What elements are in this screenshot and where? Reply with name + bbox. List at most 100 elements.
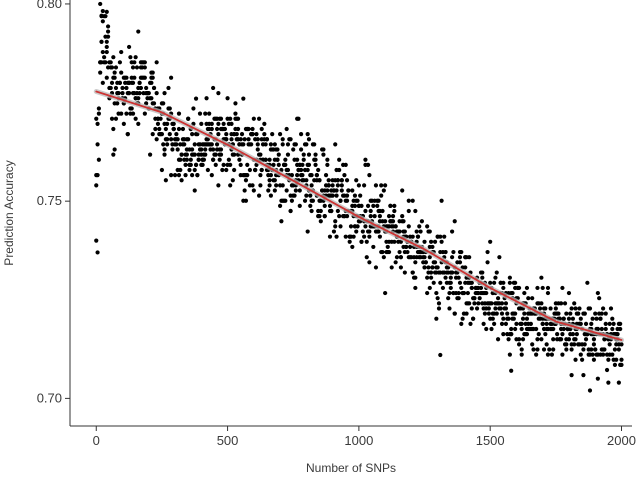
data-point — [306, 162, 312, 167]
data-point — [144, 85, 149, 91]
data-point — [314, 173, 319, 178]
data-point — [386, 214, 392, 219]
data-point — [427, 285, 432, 291]
data-point — [180, 126, 186, 132]
data-point — [284, 188, 289, 193]
data-point — [188, 157, 193, 162]
data-point — [562, 301, 568, 306]
data-point — [580, 357, 585, 362]
data-point — [520, 316, 526, 321]
data-point — [309, 208, 314, 214]
data-point — [539, 275, 544, 280]
data-point — [192, 152, 197, 157]
data-point — [426, 265, 431, 270]
data-point — [448, 280, 453, 285]
data-point — [250, 126, 255, 132]
data-point — [325, 188, 330, 193]
data-point — [134, 65, 140, 70]
data-point — [96, 157, 101, 162]
data-point — [94, 116, 99, 121]
data-point — [558, 301, 564, 306]
data-point — [539, 301, 544, 306]
data-point — [607, 342, 612, 347]
data-point — [108, 85, 113, 91]
data-point — [419, 219, 425, 224]
data-point — [601, 352, 606, 357]
data-point — [372, 214, 377, 219]
data-point — [217, 157, 222, 162]
data-point — [520, 337, 526, 342]
data-point — [619, 342, 624, 347]
data-point — [142, 111, 147, 116]
data-point — [262, 121, 267, 126]
data-point — [400, 214, 405, 219]
data-point — [310, 198, 316, 203]
data-point — [343, 162, 348, 167]
data-point — [422, 265, 427, 270]
data-point — [247, 167, 252, 173]
data-point — [117, 60, 122, 65]
data-point — [414, 229, 419, 234]
data-point — [293, 188, 298, 193]
data-point — [214, 142, 220, 147]
data-point — [128, 55, 133, 60]
data-point — [191, 106, 196, 111]
data-point — [443, 275, 448, 280]
data-point — [431, 280, 436, 285]
data-point — [295, 173, 300, 178]
data-point — [602, 337, 607, 342]
data-point — [162, 90, 167, 96]
data-point — [190, 173, 195, 178]
data-point — [430, 244, 435, 250]
data-point — [301, 152, 306, 157]
data-point — [167, 106, 172, 111]
data-point — [267, 183, 272, 188]
data-point — [275, 147, 280, 152]
data-point — [488, 280, 493, 285]
data-point — [457, 260, 463, 265]
data-point — [591, 342, 597, 347]
data-point — [216, 121, 221, 126]
data-point — [591, 357, 597, 362]
data-point — [120, 90, 125, 96]
data-point — [268, 142, 273, 147]
data-point — [186, 116, 191, 121]
data-point — [149, 80, 154, 85]
data-point — [211, 147, 216, 152]
data-point — [511, 316, 516, 321]
data-point — [334, 188, 339, 193]
data-point — [601, 306, 606, 311]
data-point — [154, 137, 159, 142]
data-point — [446, 296, 451, 301]
data-point — [544, 321, 549, 326]
data-point — [250, 132, 255, 137]
data-point — [599, 311, 604, 316]
data-point — [439, 198, 444, 203]
data-point — [335, 183, 340, 188]
data-point — [348, 224, 354, 229]
data-point — [304, 193, 309, 198]
data-point — [385, 244, 390, 250]
data-point — [159, 167, 165, 173]
data-point — [510, 290, 515, 296]
data-point — [367, 173, 372, 178]
data-point — [309, 173, 314, 178]
data-point — [381, 255, 386, 260]
data-point — [618, 326, 623, 332]
data-point — [197, 111, 203, 116]
data-point — [389, 265, 394, 270]
data-point — [305, 167, 310, 173]
data-point — [415, 234, 421, 239]
data-point — [447, 290, 452, 296]
data-point — [581, 373, 586, 378]
data-point — [195, 173, 200, 178]
data-point — [103, 14, 108, 19]
data-point — [506, 316, 511, 321]
data-point — [169, 173, 174, 178]
data-point — [598, 316, 603, 321]
data-point — [99, 13, 104, 18]
data-point — [467, 301, 472, 306]
data-point — [606, 380, 611, 385]
data-point — [604, 367, 610, 373]
